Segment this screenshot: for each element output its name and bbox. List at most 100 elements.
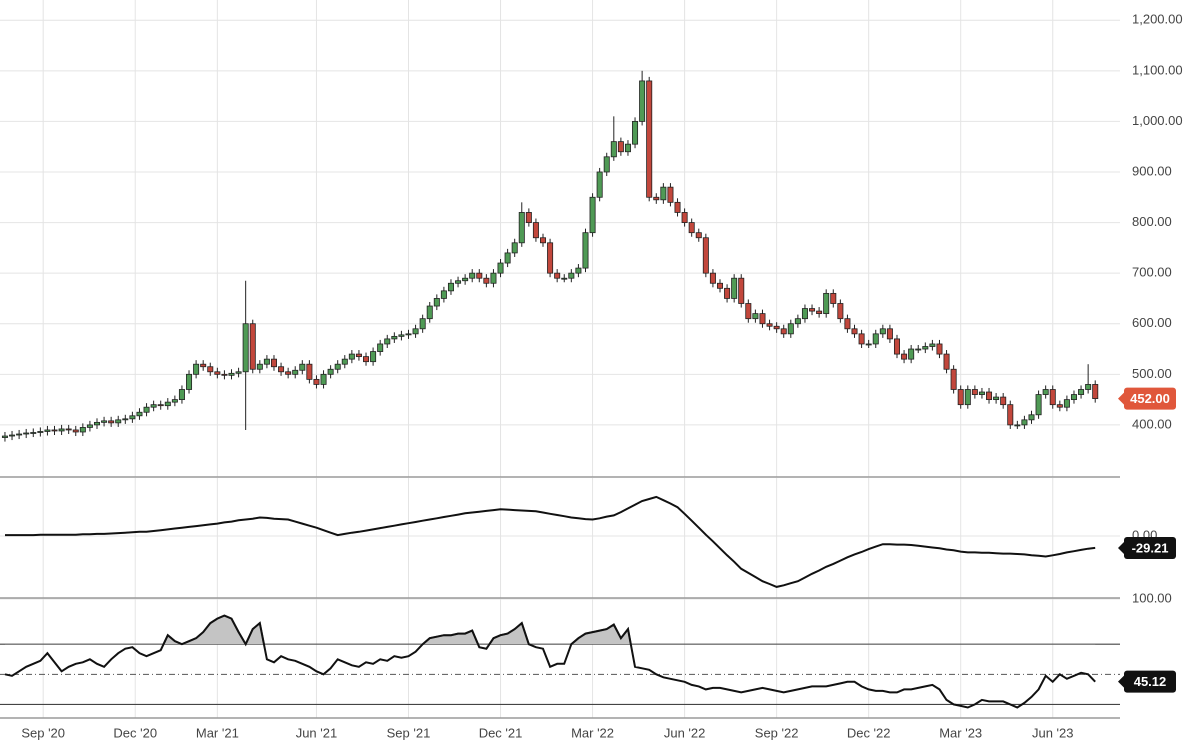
candle-body [624,143,631,153]
indicator-line [4,614,1096,709]
candle-body [646,80,653,198]
y-tick-label: 400.00 [1132,416,1172,431]
x-tick-label: Mar '22 [571,725,614,740]
candle-body [398,334,405,337]
candle-body [575,267,582,274]
candle-body [9,434,16,437]
candle-body [79,427,86,433]
candle-body [455,280,462,284]
candle-body [830,292,837,304]
candle-body [568,272,575,279]
candle-body [30,432,37,434]
candle-body [589,196,596,234]
candle-body [709,272,716,284]
candle-body [412,328,419,335]
x-tick-label: Jun '21 [296,725,338,740]
candle-body [440,290,447,299]
candle-body [738,277,745,304]
last-value-label: 45.12 [1134,674,1167,689]
x-tick-label: Sep '20 [21,725,65,740]
candle-body [497,262,504,274]
candle-body [348,353,355,360]
candle-body [717,282,724,289]
candle-body [44,429,51,432]
candle-body [363,356,370,363]
x-tick-label: Mar '23 [939,725,982,740]
candle-body [334,363,341,370]
candle-body [1070,394,1077,401]
candle-body [929,343,936,347]
candle-body [51,429,58,432]
candle-body [809,308,816,312]
candle-body [391,335,398,340]
candle-body [1021,419,1028,426]
candle-body [986,391,993,401]
candle-body [115,419,122,424]
candle-body [122,418,129,421]
candle-body [433,298,440,307]
y-tick-label: 900.00 [1132,163,1172,178]
candle-body [724,287,731,299]
candle-body [547,242,554,274]
candle-body [674,201,681,213]
candle-body [200,363,207,368]
y-tick-label: 1,100.00 [1132,62,1183,77]
candle-body [731,277,738,299]
candle-body [23,432,30,435]
candle-body [957,389,964,406]
candle-body [72,429,79,433]
candle-body [447,282,454,292]
x-tick-label: Jun '23 [1032,725,1074,740]
last-value-pointer [1118,392,1124,405]
candle-body [249,323,256,370]
candle-body [1028,414,1035,421]
candle-body [1014,424,1021,427]
candle-body [978,391,985,395]
candle-body [950,368,957,390]
y-tick-label: 1,000.00 [1132,113,1183,128]
candle-body [660,186,667,201]
x-tick-label: Mar '21 [196,725,239,740]
candle-body [908,348,915,360]
candle-body [136,411,143,417]
y-tick-label: 1,200.00 [1132,12,1183,27]
x-tick-label: Sep '21 [387,725,431,740]
candle-body [483,277,490,284]
candle-body [865,343,872,346]
candle-body [101,420,108,423]
candle-body [58,428,65,432]
candle-body [86,424,93,428]
candle-body [936,343,943,355]
candle-body [554,272,561,279]
candle-body [150,404,157,408]
candle-body [228,372,235,376]
candle-body [178,389,185,401]
candle-body [278,366,285,373]
y-tick-label: 700.00 [1132,265,1172,280]
candle-body [752,313,759,320]
candle-body [263,358,270,365]
candle-body [603,156,610,173]
overbought-area [163,615,631,645]
candle-body [610,141,617,158]
candle-body [221,373,228,376]
candle-body [207,366,214,373]
candle-body [504,252,511,264]
candle-body [108,420,115,424]
candle-body [426,305,433,320]
candle-body [632,120,639,145]
candle-body [943,353,950,370]
x-tick-label: Jun '22 [664,725,706,740]
candle-body [1042,389,1049,395]
candle-body [171,399,178,403]
candle-body [858,333,865,345]
candle-body [844,318,851,330]
candle-body [596,171,603,198]
last-value-pointer [1118,675,1124,688]
candle-body [702,237,709,274]
candle-body [1078,389,1085,395]
candle-body [766,323,773,327]
candle-body [285,371,292,375]
candle-body [518,212,525,244]
y-tick-label: 100.00 [1132,590,1172,605]
